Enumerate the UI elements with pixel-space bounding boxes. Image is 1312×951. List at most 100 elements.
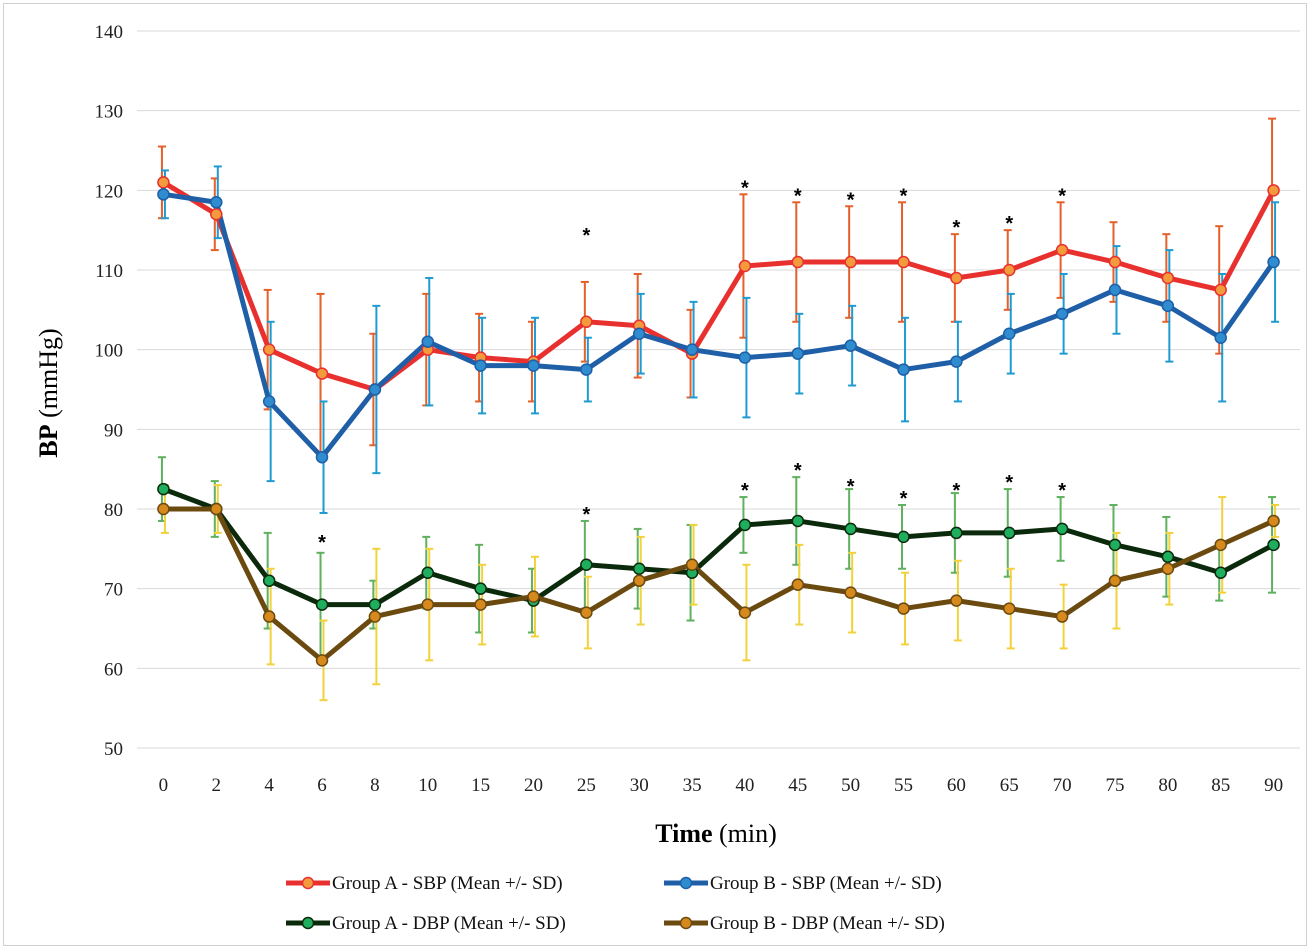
data-point xyxy=(897,255,910,269)
y-tick-label: 70 xyxy=(104,580,123,601)
x-tick-label: 50 xyxy=(841,775,860,796)
x-tick-label: 40 xyxy=(735,775,754,796)
significance-star: * xyxy=(1005,213,1013,235)
legend-item: Group A - SBP (Mean +/- SD) xyxy=(286,873,563,894)
data-point xyxy=(738,259,752,273)
legend-swatch-marker xyxy=(301,876,315,890)
x-tick-label: 55 xyxy=(894,775,913,796)
data-point xyxy=(844,255,857,269)
data-point xyxy=(580,606,593,619)
x-tick-label: 8 xyxy=(370,775,380,796)
legend-label: Group B - DBP (Mean +/- SD) xyxy=(710,913,945,934)
line-chart: 50 60 70 80 90 100 110 120 130 140 0 2 4 6 8 10 15 20 25 3… xyxy=(34,22,1300,934)
data-point xyxy=(632,574,646,587)
x-tick-label: 60 xyxy=(947,775,966,796)
data-point xyxy=(1267,184,1280,197)
significance-star: * xyxy=(952,480,960,502)
legend-swatch-marker xyxy=(301,916,315,930)
data-point xyxy=(1003,327,1016,340)
data-point xyxy=(950,526,963,540)
series-line xyxy=(162,486,1275,608)
data-point xyxy=(791,514,805,528)
series-line xyxy=(163,506,1275,663)
data-point xyxy=(1161,299,1175,313)
x-tick-labels: 0 2 4 6 8 10 15 20 25 30 35 40 45 50 55 60 65 70 75 80 85 90 xyxy=(159,775,1283,796)
y-tick-label: 90 xyxy=(104,420,123,441)
series-line xyxy=(162,180,1276,392)
data-point xyxy=(1055,307,1069,321)
data-point xyxy=(1214,283,1227,297)
x-tick-label: 4 xyxy=(264,775,274,796)
data-point xyxy=(368,610,382,623)
data-point xyxy=(897,602,910,615)
data-point xyxy=(844,339,857,352)
data-point xyxy=(210,502,223,516)
y-tick-label: 80 xyxy=(104,500,123,521)
data-point xyxy=(315,367,329,380)
significance-stars: * * * * * * * * * * * * * * * * * xyxy=(318,177,1066,554)
data-point xyxy=(421,598,434,611)
y-tick-label: 140 xyxy=(95,22,124,43)
data-point xyxy=(210,207,223,221)
x-tick-label: 70 xyxy=(1053,775,1072,796)
data-point xyxy=(738,606,752,619)
significance-star: * xyxy=(847,476,855,498)
legend-label: Group A - SBP (Mean +/- SD) xyxy=(332,873,563,894)
significance-star: * xyxy=(794,185,802,207)
significance-star: * xyxy=(900,488,908,510)
y-axis-title-unit: (mmHg) xyxy=(34,328,63,418)
significance-star: * xyxy=(741,480,749,502)
data-point xyxy=(1108,255,1122,269)
data-point xyxy=(685,343,699,356)
x-axis-title-bold: Time xyxy=(655,819,712,848)
legend-item: Group B - DBP (Mean +/- SD) xyxy=(664,913,945,934)
data-point xyxy=(262,610,276,623)
x-axis-title-unit: (min) xyxy=(719,819,777,848)
legend-label: Group A - DBP (Mean +/- SD) xyxy=(332,913,566,934)
data-point xyxy=(1108,538,1122,552)
data-point xyxy=(844,522,857,536)
data-point xyxy=(1267,514,1280,528)
data-point xyxy=(262,343,276,356)
data-point xyxy=(1267,255,1280,269)
significance-star: * xyxy=(1005,472,1013,494)
y-tick-label: 110 xyxy=(95,261,123,282)
x-tick-label: 25 xyxy=(577,775,596,796)
data-point xyxy=(1055,522,1069,536)
error-bars xyxy=(157,117,1280,702)
legend-swatch-marker xyxy=(679,916,693,930)
data-point xyxy=(157,502,170,516)
data-point xyxy=(580,558,593,572)
grid-lines xyxy=(137,30,1300,749)
legend: Group A - SBP (Mean +/- SD) Group B - SBP… xyxy=(286,873,945,934)
significance-star: * xyxy=(582,504,590,526)
data-point xyxy=(897,530,910,544)
data-point xyxy=(368,598,382,611)
y-axis-title: BP (mmHg) xyxy=(34,328,63,457)
x-tick-label: 0 xyxy=(159,775,169,796)
x-tick-label: 35 xyxy=(683,775,702,796)
x-tick-label: 65 xyxy=(1000,775,1019,796)
legend-item: Group A - DBP (Mean +/- SD) xyxy=(286,913,566,934)
significance-star: * xyxy=(847,189,855,211)
data-point xyxy=(421,335,434,348)
series-line xyxy=(163,191,1276,460)
chart-frame: 50 60 70 80 90 100 110 120 130 140 0 2 4 6 8 10 15 20 25 3… xyxy=(3,3,1307,946)
data-point xyxy=(685,558,699,572)
significance-star: * xyxy=(794,460,802,482)
y-tick-label: 100 xyxy=(95,341,124,362)
data-point xyxy=(1108,283,1122,297)
data-point xyxy=(897,363,910,376)
data-point xyxy=(791,255,805,269)
y-tick-label: 60 xyxy=(104,659,123,680)
data-point xyxy=(791,347,805,360)
data-point xyxy=(1214,566,1227,579)
data-point xyxy=(1003,526,1016,540)
data-point xyxy=(315,654,329,667)
significance-star: * xyxy=(318,532,326,554)
y-tick-labels: 50 60 70 80 90 100 110 120 130 140 xyxy=(95,22,124,760)
data-point xyxy=(527,590,540,603)
data-point xyxy=(738,351,752,364)
y-axis-title-bold: BP xyxy=(34,424,63,457)
x-tick-label: 6 xyxy=(317,775,327,796)
